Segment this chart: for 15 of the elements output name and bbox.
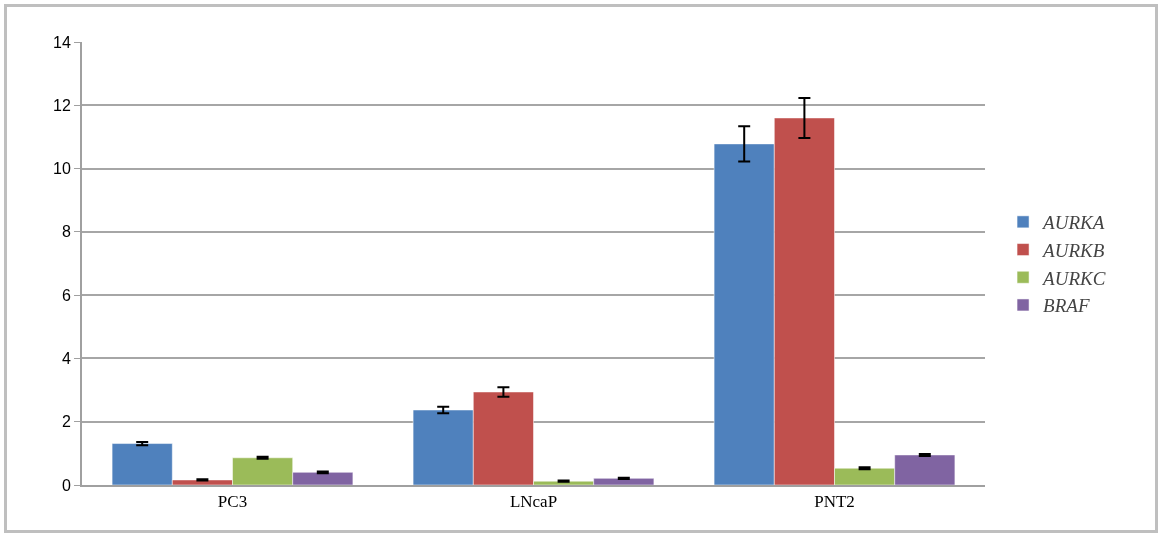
- legend-label: AURKB: [1041, 239, 1105, 261]
- legend-label: AURKC: [1041, 267, 1106, 289]
- y-tick-label: 12: [53, 96, 71, 114]
- y-tick-label: 10: [53, 160, 71, 178]
- legend-label: BRAF: [1043, 295, 1090, 317]
- y-tick-label: 4: [61, 350, 71, 368]
- x-tick-label: PNT2: [814, 492, 855, 512]
- legend-label: AURKA: [1041, 212, 1105, 234]
- x-tick-label: LNcaP: [509, 492, 558, 512]
- y-tick-label: 0: [61, 476, 71, 494]
- y-tick-label: 8: [61, 223, 71, 241]
- y-tick-label: 6: [61, 286, 71, 304]
- x-tick-label: PC3: [217, 492, 248, 512]
- y-tick-label: 2: [61, 413, 71, 431]
- y-tick-label: 14: [53, 33, 71, 51]
